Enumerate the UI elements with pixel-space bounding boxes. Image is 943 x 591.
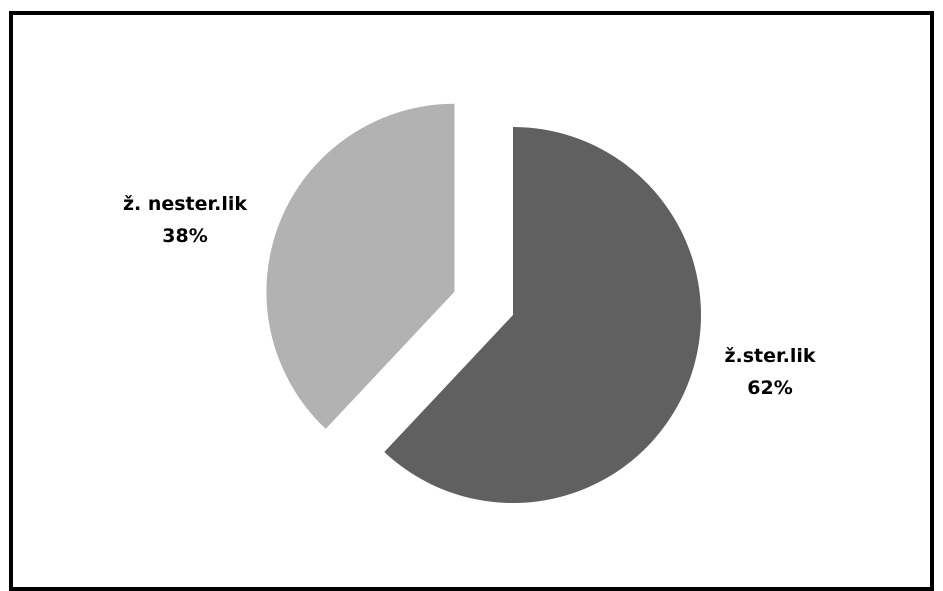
pie-slice-0 bbox=[384, 127, 701, 503]
slice-label-ster: ž.ster.lik bbox=[724, 345, 815, 367]
slice-label-nester: ž. nester.lik bbox=[123, 193, 247, 215]
pie-slices bbox=[266, 103, 701, 503]
slice-value-nester: 38% bbox=[162, 225, 207, 247]
pie-slice-1 bbox=[266, 103, 455, 429]
slice-value-ster: 62% bbox=[747, 377, 792, 399]
